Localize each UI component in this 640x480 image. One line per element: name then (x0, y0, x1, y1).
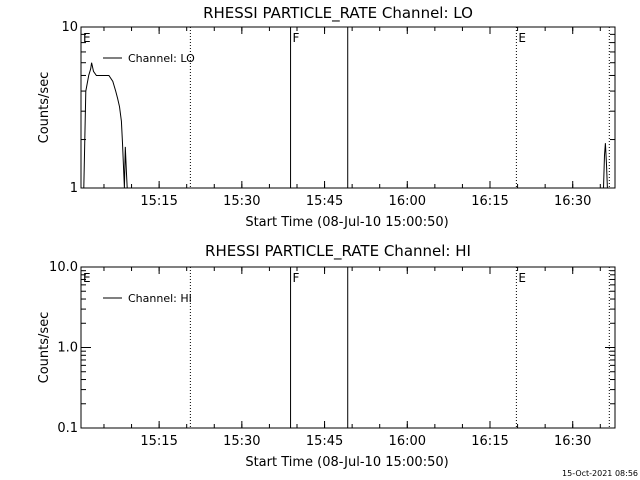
lo-x-tick-label: 15:45 (306, 194, 343, 209)
lo-series-line (81, 62, 128, 189)
hi-x-tick-label: 16:00 (389, 434, 426, 449)
hi-y-tick-label: 10.0 (49, 260, 78, 275)
lo-series-line (603, 143, 608, 189)
lo-x-tick-label: 16:15 (471, 194, 508, 209)
lo-event-marker-label: F (293, 31, 300, 45)
generation-timestamp: 15-Oct-2021 08:56 (562, 469, 638, 478)
lo-y-tick-label: 10 (61, 20, 78, 35)
hi-x-tick-label: 15:15 (140, 434, 177, 449)
hi-chart-title: RHESSI PARTICLE_RATE Channel: HI (205, 242, 471, 261)
lo-event-marker-label: E (518, 31, 526, 45)
lo-y-tick-label: 1 (70, 181, 78, 196)
lo-x-tick-label: 16:30 (554, 194, 591, 209)
lo-legend-label: Channel: LO (128, 52, 195, 65)
hi-x-tick-label: 16:30 (554, 434, 591, 449)
lo-x-tick-label: 16:00 (389, 194, 426, 209)
hi-x-tick-label: 16:15 (471, 434, 508, 449)
hi-y-tick-label: 0.1 (57, 421, 78, 436)
hi-x-tick-label: 15:30 (223, 434, 260, 449)
lo-event-marker-label: E (83, 31, 91, 45)
lo-x-tick-label: 15:30 (223, 194, 260, 209)
hi-event-marker-label: E (83, 271, 91, 285)
lo-channel-panel: RHESSI PARTICLE_RATE Channel: LO Start Ti… (37, 4, 616, 230)
hi-y-axis-label: Counts/sec (37, 312, 52, 384)
lo-chart-title: RHESSI PARTICLE_RATE Channel: LO (203, 4, 473, 23)
lo-x-axis-label: Start Time (08-Jul-10 15:00:50) (245, 215, 448, 230)
hi-x-tick-label: 15:45 (306, 434, 343, 449)
hi-channel-panel: RHESSI PARTICLE_RATE Channel: HI Start Ti… (37, 242, 616, 470)
hi-y-tick-label: 1.0 (57, 341, 78, 356)
lo-x-tick-label: 15:15 (140, 194, 177, 209)
hi-legend-label: Channel: HI (128, 292, 192, 305)
lo-y-axis-label: Counts/sec (37, 72, 52, 144)
hi-x-axis-label: Start Time (08-Jul-10 15:00:50) (245, 455, 448, 470)
hi-event-marker-label: E (518, 271, 526, 285)
hi-event-marker-label: F (293, 271, 300, 285)
